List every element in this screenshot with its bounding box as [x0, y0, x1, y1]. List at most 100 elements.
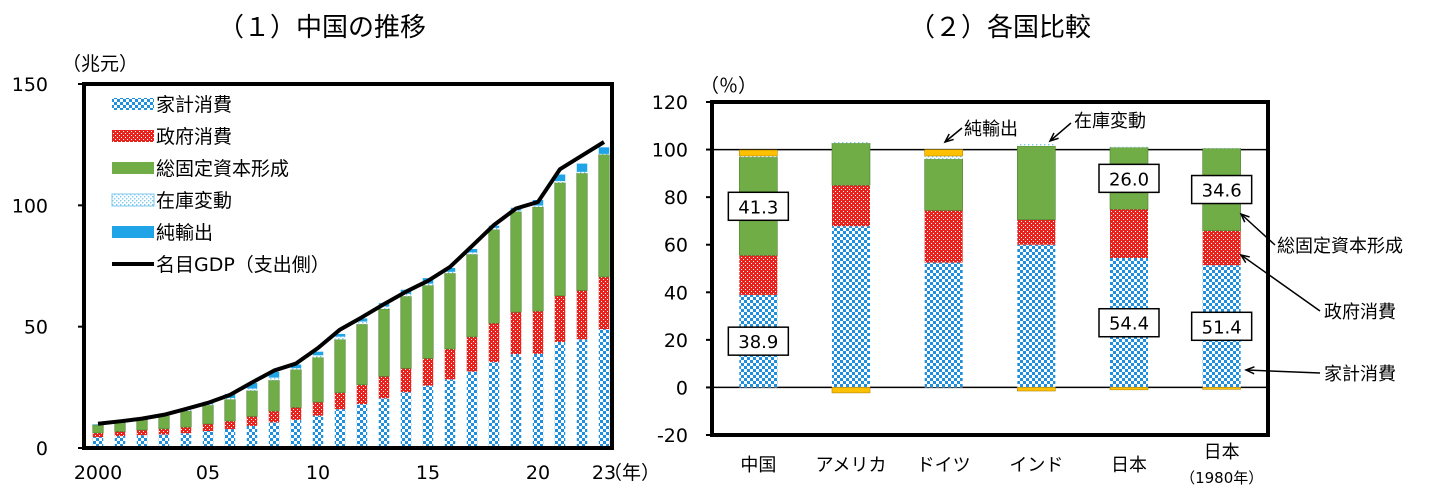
chart1-bar-政府消費 [511, 312, 522, 354]
chart2-data-label: 34.6 [1202, 181, 1242, 202]
chart2-bar-在庫変動 [832, 142, 870, 143]
chart1-x-tick-label: 10 [306, 462, 330, 484]
chart1-bar-在庫変動 [335, 337, 346, 340]
chart1-bar-家計消費 [445, 379, 456, 448]
chart2-y-tick-label: 0 [676, 377, 688, 399]
chart1-x-tick-label: 23 [592, 462, 616, 484]
chart2-bar-純輸出 [1110, 387, 1148, 389]
chart1-legend-label: 家計消費 [156, 94, 232, 116]
chart1-y-unit: （兆元） [62, 53, 138, 75]
chart1-bar-総固定資本形成 [269, 380, 280, 411]
chart1-bar-政府消費 [401, 368, 412, 392]
chart2-bar-政府消費 [1203, 231, 1241, 265]
chart2-x-tick-label: ドイツ [917, 455, 971, 476]
chart2-annotation-arrow [1241, 255, 1320, 311]
chart1-bar-総固定資本形成 [159, 416, 170, 429]
chart2-y-tick-label: 20 [664, 330, 688, 352]
chart1-bar-家計消費 [291, 420, 302, 448]
chart1-bar-政府消費 [269, 411, 280, 422]
chart1-bar-政府消費 [225, 421, 236, 429]
chart2-y-tick-label: 60 [664, 235, 688, 257]
chart1-bar-総固定資本形成 [313, 357, 324, 402]
chart1-bar-在庫変動 [533, 206, 544, 207]
chart1-x-tick-label: 2000 [74, 462, 122, 484]
chart1-gdp-line [98, 142, 604, 424]
chart2-data-label: 51.4 [1202, 317, 1242, 338]
chart1-legend-label: 名目GDP（支出側） [156, 254, 330, 276]
chart2-x-tick-label: 日本 [1111, 455, 1147, 476]
chart1-x-tick-label: 20 [526, 462, 550, 484]
chart1-bar-家計消費 [357, 404, 368, 448]
chart1-bar-在庫変動 [599, 154, 610, 155]
chart2-annotation-label: 政府消費 [1324, 302, 1396, 323]
chart1-bar-政府消費 [247, 416, 258, 425]
chart2-x-tick-label: インド [1009, 455, 1063, 476]
chart2-bar-政府消費 [739, 255, 777, 294]
chart1-bar-政府消費 [291, 407, 302, 419]
chart2-annotation-label: 在庫変動 [1074, 111, 1146, 132]
chart1-bar-総固定資本形成 [445, 273, 456, 349]
chart1-bar-政府消費 [445, 349, 456, 379]
chart1-bar-政府消費 [159, 429, 170, 435]
chart1-bar-政府消費 [577, 291, 588, 340]
chart2-annotation-label: 純輸出 [964, 119, 1018, 140]
chart1-x-tick-label: 15 [416, 462, 440, 484]
chart1-bar-家計消費 [159, 434, 170, 448]
chart2-bar-総固定資本形成 [925, 159, 963, 210]
chart2-bar-在庫変動 [1203, 148, 1241, 149]
chart1-bar-家計消費 [555, 342, 566, 448]
chart1-bar-政府消費 [93, 433, 104, 437]
chart1-bar-総固定資本形成 [423, 285, 434, 358]
chart1-bar-在庫変動 [247, 389, 258, 391]
chart2-annotation-arrow [1050, 123, 1071, 141]
chart2-bar-総固定資本形成 [1017, 146, 1055, 220]
chart2-annotation-label: 総固定資本形成 [1277, 236, 1403, 257]
chart1-bar-総固定資本形成 [115, 423, 126, 432]
chart1-bar-政府消費 [423, 358, 434, 385]
chart1-bar-総固定資本形成 [467, 254, 478, 337]
chart1-bar-在庫変動 [357, 322, 368, 325]
chart2-bar-在庫変動 [1017, 144, 1055, 146]
chart2-plot-frame [712, 102, 1268, 435]
chart1-bar-純輸出 [599, 147, 610, 154]
chart1-legend-swatch [112, 194, 154, 206]
chart1-bar-総固定資本形成 [203, 405, 214, 424]
chart2-bars [739, 142, 1240, 393]
chart1-bar-総固定資本形成 [181, 411, 192, 427]
chart2-title: （２）各国比較 [909, 13, 1091, 43]
chart2-bar-政府消費 [832, 185, 870, 226]
chart2-y-unit: （％） [700, 75, 757, 97]
chart1-bar-家計消費 [401, 392, 412, 448]
chart2-y-tick-label: 80 [664, 187, 688, 209]
chart1-bar-総固定資本形成 [379, 309, 390, 376]
chart1-legend-label: 在庫変動 [156, 190, 232, 212]
chart1-y-tick-label: 100 [12, 195, 48, 217]
chart1-bar-総固定資本形成 [489, 230, 500, 324]
chart2-data-label: 41.3 [738, 197, 778, 218]
chart1-bar-政府消費 [181, 427, 192, 433]
chart2-data-label: 54.4 [1109, 314, 1149, 335]
chart2-bar-在庫変動 [925, 156, 963, 159]
chart2-bar-家計消費 [832, 226, 870, 387]
chart1-bar-在庫変動 [291, 368, 302, 369]
chart1-bar-総固定資本形成 [291, 370, 302, 408]
chart1-bar-総固定資本形成 [357, 324, 368, 384]
chart1-bar-家計消費 [379, 398, 390, 448]
chart1-bar-総固定資本形成 [577, 173, 588, 290]
chart1-bar-在庫変動 [577, 172, 588, 173]
chart1-bar-家計消費 [225, 429, 236, 448]
chart1-bar-政府消費 [533, 311, 544, 354]
chart2-x-tick-label: 日本 [1204, 442, 1240, 463]
chart2-bar-純輸出 [1203, 387, 1241, 389]
chart2-bar-純輸出 [925, 150, 963, 156]
chart1-bar-総固定資本形成 [225, 399, 236, 421]
chart1-bar-総固定資本形成 [335, 340, 346, 393]
chart1-bar-総固定資本形成 [247, 391, 258, 417]
chart1-bar-政府消費 [555, 296, 566, 342]
chart1-bar-政府消費 [379, 376, 390, 398]
chart1-legend-swatch [112, 162, 154, 174]
chart1-bar-在庫変動 [269, 378, 280, 381]
chart2-bar-純輸出 [832, 387, 870, 392]
